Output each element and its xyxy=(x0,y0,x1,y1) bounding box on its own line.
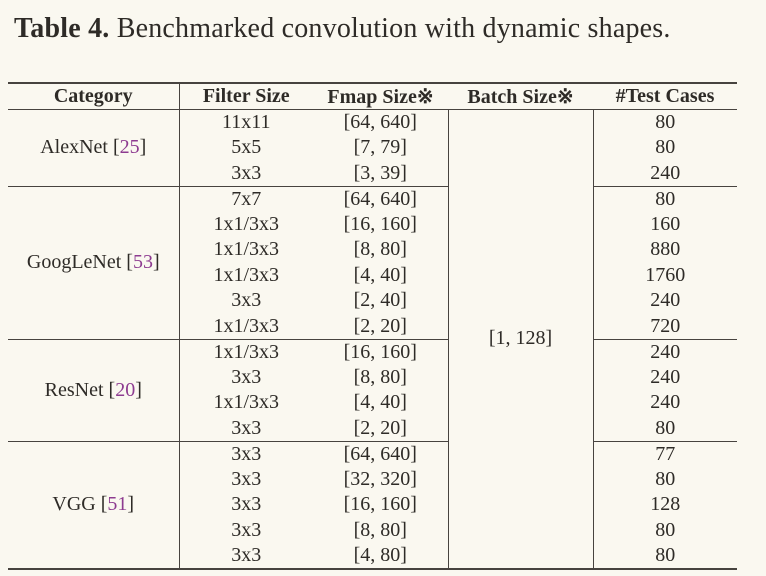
test-cases-cell: 160 xyxy=(650,212,681,235)
test-cases-cell: 240 xyxy=(650,391,681,414)
table-row: 1x1/3x3 [4, 40] 1760 xyxy=(8,263,737,289)
test-cases-cell: 240 xyxy=(650,289,681,312)
fmap-size-cell: [8, 80] xyxy=(353,518,407,541)
test-cases-cell: 80 xyxy=(593,185,737,212)
fmap-size-cell: [7, 79] xyxy=(353,136,407,159)
table-row: AlexNet [25] 11x11 [64, 640] [1, 128] 80 xyxy=(8,109,737,569)
filter-size-cell: 3x3 xyxy=(231,518,262,541)
fmap-size-cell: [64, 640] xyxy=(313,440,448,467)
table-row: 3x3 [2, 40] 240 xyxy=(8,288,737,314)
filter-size-cell: 1x1/3x3 xyxy=(213,238,280,261)
filter-size-cell: 3x3 xyxy=(179,440,313,467)
category-cell: VGG [51] xyxy=(8,440,180,569)
citation-link[interactable]: 53 xyxy=(132,251,153,273)
table-body: AlexNet [25] 11x11 [64, 640] [1, 128] 80 5x5[… xyxy=(8,109,737,569)
table-row: 3x3 [3, 39] 240 xyxy=(8,161,737,187)
test-cases-cell: 240 xyxy=(650,365,681,388)
filter-size-cell: 3x3 xyxy=(231,289,262,312)
fmap-size-cell: [8, 80] xyxy=(353,238,407,261)
fmap-size-cell: [4, 80] xyxy=(353,543,407,566)
column-header-category: Category xyxy=(8,83,180,110)
test-cases-cell: 720 xyxy=(650,314,681,337)
table-row: 3x3 [2, 20] 80 xyxy=(8,416,737,442)
column-header-fmap-size: Fmap Size※ xyxy=(313,83,448,110)
test-cases-cell: 80 xyxy=(655,518,676,541)
fmap-size-cell: [16, 160] xyxy=(343,493,417,516)
filter-size-cell: 1x1/3x3 xyxy=(179,338,313,365)
column-header-batch-size: Batch Size※ xyxy=(448,83,593,110)
table-row: 3x3 [8, 80] 240 xyxy=(8,365,737,391)
filter-size-cell: 1x1/3x3 xyxy=(213,391,280,414)
batch-size-cell: [1, 128] xyxy=(447,109,594,569)
filter-size-cell: 3x3 xyxy=(231,467,262,490)
test-cases-cell: 77 xyxy=(593,440,737,467)
column-header-filter-size: Filter Size xyxy=(179,83,313,110)
fmap-size-cell: [3, 39] xyxy=(353,161,407,184)
filter-size-cell: 1x1/3x3 xyxy=(213,212,280,235)
table-row: 1x1/3x3 [8, 80] 880 xyxy=(8,237,737,263)
category-cell: GoogLeNet [53] xyxy=(8,185,180,339)
table-caption-label: Table 4. xyxy=(14,13,110,44)
table-row: 3x3 [32, 320] 80 xyxy=(8,467,737,493)
filter-size-cell: 3x3 xyxy=(231,365,262,388)
citation-link[interactable]: 25 xyxy=(119,136,140,159)
table-row: 3x3 [4, 80] 80 xyxy=(8,543,737,569)
test-cases-cell: 880 xyxy=(650,238,681,261)
test-cases-cell: 80 xyxy=(655,136,676,159)
filter-size-cell: 3x3 xyxy=(231,543,262,566)
test-cases-cell: 80 xyxy=(655,111,676,133)
category-cell: ResNet [20] xyxy=(8,338,180,441)
filter-size-cell: 3x3 xyxy=(231,493,262,516)
table-row: 1x1/3x3 [4, 40] 240 xyxy=(8,390,737,416)
filter-size-cell: 3x3 xyxy=(231,416,262,439)
table-row: 3x3 [8, 80] 80 xyxy=(8,518,737,544)
fmap-size-cell: [2, 20] xyxy=(353,314,407,337)
fmap-size-cell: [16, 160] xyxy=(313,338,448,365)
fmap-size-cell: [32, 320] xyxy=(343,467,417,490)
filter-size-cell: 1x1/3x3 xyxy=(213,263,280,286)
filter-size-cell: 11x11 xyxy=(221,111,271,133)
category-cell: AlexNet [25] xyxy=(8,109,180,186)
test-cases-cell: 240 xyxy=(650,161,681,184)
table-row: 1x1/3x3 [2, 20] 720 xyxy=(8,314,737,340)
column-header-test-cases: #Test Cases xyxy=(593,83,737,110)
filter-size-cell: 5x5 xyxy=(231,136,262,159)
table-caption: Table 4. Benchmarked convolution with dy… xyxy=(14,10,754,47)
fmap-size-cell: [4, 40] xyxy=(353,391,407,414)
benchmark-table: Category Filter Size Fmap Size※ Batch Si… xyxy=(8,82,737,570)
fmap-size-cell: [2, 20] xyxy=(353,416,407,439)
fmap-size-cell: [8, 80] xyxy=(353,365,407,388)
fmap-size-cell: [2, 40] xyxy=(353,289,407,312)
test-cases-cell: 1760 xyxy=(645,263,686,286)
table-row: 1x1/3x3 [16, 160] 160 xyxy=(8,212,737,238)
filter-size-cell: 7x7 xyxy=(179,185,313,212)
fmap-size-cell: [4, 40] xyxy=(353,263,407,286)
table-row: VGG [51] 3x3 [64, 640] 77 xyxy=(8,440,737,569)
citation-link[interactable]: 20 xyxy=(115,378,136,401)
test-cases-cell: 80 xyxy=(655,543,676,566)
filter-size-cell: 3x3 xyxy=(231,161,262,184)
test-cases-cell: 80 xyxy=(655,416,676,439)
table-row: GoogLeNet [53] 7x7 [64, 640] 80 xyxy=(8,185,737,339)
fmap-size-cell: [16, 160] xyxy=(343,212,417,235)
citation-link[interactable]: 51 xyxy=(107,493,128,515)
test-cases-cell: 128 xyxy=(650,493,681,516)
table-row: 3x3 [16, 160] 128 xyxy=(8,492,737,518)
test-cases-cell: 240 xyxy=(593,338,737,365)
table-caption-text: Benchmarked convolution with dynamic sha… xyxy=(109,13,671,44)
filter-size-cell: 1x1/3x3 xyxy=(213,314,280,337)
header-row: Category Filter Size Fmap Size※ Batch Si… xyxy=(8,83,737,110)
table-row: 5x5 [7, 79] 80 xyxy=(8,135,737,161)
fmap-size-cell: [64, 640] xyxy=(313,185,448,212)
test-cases-cell: 80 xyxy=(655,467,676,490)
fmap-size-cell: [64, 640] xyxy=(343,111,417,133)
table-row: ResNet [20] 1x1/3x3 [16, 160] 240 xyxy=(8,338,737,441)
